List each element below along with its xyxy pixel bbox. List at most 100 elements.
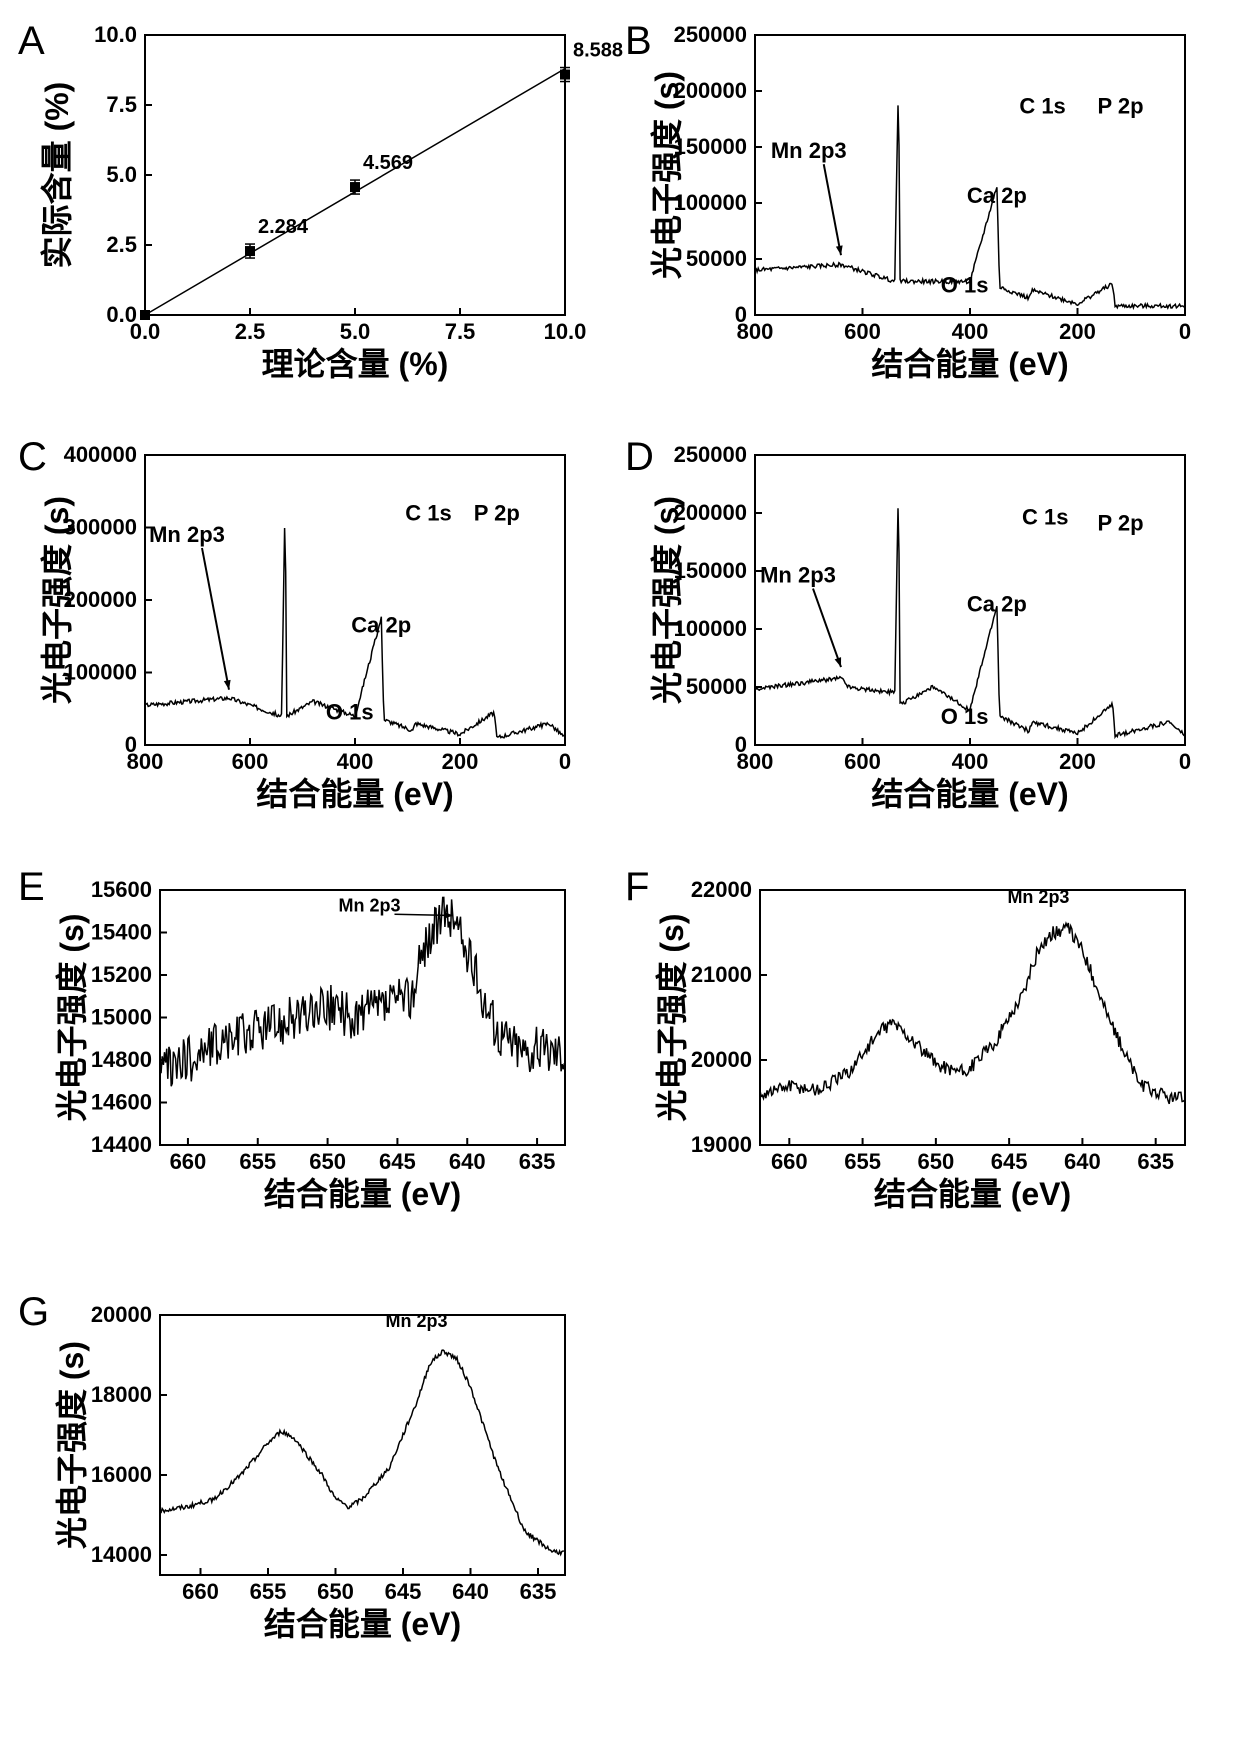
svg-text:C 1s: C 1s: [1022, 505, 1068, 530]
svg-text:16000: 16000: [91, 1462, 152, 1487]
svg-text:15200: 15200: [91, 962, 152, 987]
svg-text:14600: 14600: [91, 1090, 152, 1115]
svg-text:8.588: 8.588: [573, 40, 623, 62]
svg-text:实际含量 (%): 实际含量 (%): [39, 82, 75, 269]
svg-text:660: 660: [771, 1149, 808, 1174]
svg-text:645: 645: [385, 1579, 422, 1604]
svg-text:200: 200: [442, 749, 479, 774]
svg-text:B: B: [625, 19, 652, 63]
svg-text:15000: 15000: [91, 1005, 152, 1030]
svg-text:660: 660: [170, 1149, 207, 1174]
svg-text:7.5: 7.5: [106, 92, 137, 117]
svg-text:645: 645: [991, 1149, 1028, 1174]
svg-text:400000: 400000: [64, 442, 137, 467]
svg-text:0: 0: [735, 302, 747, 327]
svg-text:640: 640: [452, 1579, 489, 1604]
svg-text:645: 645: [379, 1149, 416, 1174]
panel-g: 66065565064564063514000160001800020000结合…: [18, 1290, 565, 1642]
svg-text:光电子强度 (s): 光电子强度 (s): [649, 496, 685, 704]
svg-text:光电子强度 (s): 光电子强度 (s): [654, 913, 690, 1121]
svg-text:10.0: 10.0: [94, 22, 137, 47]
svg-text:635: 635: [519, 1149, 556, 1174]
svg-text:P 2p: P 2p: [1097, 510, 1143, 535]
svg-text:21000: 21000: [691, 962, 752, 987]
svg-text:22000: 22000: [691, 877, 752, 902]
svg-text:结合能量 (eV): 结合能量 (eV): [256, 776, 453, 812]
svg-text:理论含量 (%): 理论含量 (%): [262, 346, 449, 382]
svg-text:50000: 50000: [686, 246, 747, 271]
svg-text:250000: 250000: [674, 22, 747, 47]
svg-text:Ca 2p: Ca 2p: [351, 613, 411, 638]
svg-text:F: F: [625, 865, 649, 909]
svg-text:G: G: [18, 1290, 49, 1334]
svg-text:结合能量 (eV): 结合能量 (eV): [871, 776, 1068, 812]
svg-text:600: 600: [844, 319, 881, 344]
svg-text:0: 0: [559, 749, 571, 774]
svg-text:655: 655: [250, 1579, 287, 1604]
svg-text:650: 650: [918, 1149, 955, 1174]
svg-text:2.5: 2.5: [106, 232, 137, 257]
svg-text:E: E: [18, 865, 45, 909]
svg-text:Mn 2p3: Mn 2p3: [1007, 887, 1069, 907]
svg-text:18000: 18000: [91, 1382, 152, 1407]
panel-c: 80060040020000100000200000300000400000结合…: [18, 435, 571, 812]
svg-text:200: 200: [1059, 749, 1096, 774]
svg-text:A: A: [18, 19, 45, 63]
panel-a: 0.02.55.07.510.00.02.55.07.510.0理论含量 (%)…: [18, 19, 623, 382]
svg-text:400: 400: [337, 749, 374, 774]
svg-text:600: 600: [844, 749, 881, 774]
svg-text:50000: 50000: [686, 674, 747, 699]
svg-text:结合能量 (eV): 结合能量 (eV): [264, 1176, 461, 1212]
svg-text:D: D: [625, 435, 654, 479]
svg-text:15400: 15400: [91, 920, 152, 945]
svg-text:Mn 2p3: Mn 2p3: [385, 1311, 447, 1331]
svg-text:0: 0: [125, 732, 137, 757]
svg-text:2.5: 2.5: [235, 319, 266, 344]
svg-text:Ca 2p: Ca 2p: [967, 592, 1027, 617]
svg-text:结合能量 (eV): 结合能量 (eV): [264, 1606, 461, 1642]
svg-text:20000: 20000: [91, 1302, 152, 1327]
svg-text:光电子强度 (s): 光电子强度 (s): [39, 496, 75, 704]
svg-text:O 1s: O 1s: [941, 273, 989, 298]
svg-text:结合能量 (eV): 结合能量 (eV): [871, 346, 1068, 382]
svg-text:Mn 2p3: Mn 2p3: [760, 563, 836, 588]
svg-text:0: 0: [1179, 749, 1191, 774]
svg-text:C: C: [18, 435, 47, 479]
svg-text:O 1s: O 1s: [326, 700, 374, 725]
svg-text:Mn 2p3: Mn 2p3: [338, 895, 400, 915]
svg-text:C 1s: C 1s: [405, 500, 451, 525]
svg-text:650: 650: [309, 1149, 346, 1174]
svg-text:19000: 19000: [691, 1132, 752, 1157]
svg-text:光电子强度 (s): 光电子强度 (s): [54, 913, 90, 1121]
svg-text:0.0: 0.0: [106, 302, 137, 327]
svg-text:655: 655: [844, 1149, 881, 1174]
svg-text:655: 655: [239, 1149, 276, 1174]
svg-text:2.284: 2.284: [258, 216, 309, 238]
svg-text:640: 640: [1064, 1149, 1101, 1174]
svg-text:600: 600: [232, 749, 269, 774]
svg-text:5.0: 5.0: [340, 319, 371, 344]
svg-text:O 1s: O 1s: [941, 704, 989, 729]
panel-f: 66065565064564063519000200002100022000结合…: [625, 865, 1185, 1212]
svg-text:光电子强度 (s): 光电子强度 (s): [649, 71, 685, 279]
svg-text:14000: 14000: [91, 1542, 152, 1567]
svg-text:200: 200: [1059, 319, 1096, 344]
svg-text:P 2p: P 2p: [1097, 93, 1143, 118]
svg-text:4.569: 4.569: [363, 152, 413, 174]
svg-text:250000: 250000: [674, 442, 747, 467]
panel-d: 8006004002000050000100000150000200000250…: [625, 435, 1191, 812]
panel-b: 8006004002000050000100000150000200000250…: [625, 19, 1191, 382]
svg-text:15600: 15600: [91, 877, 152, 902]
svg-text:400: 400: [952, 319, 989, 344]
svg-text:10.0: 10.0: [544, 319, 587, 344]
svg-text:660: 660: [182, 1579, 219, 1604]
svg-text:20000: 20000: [691, 1047, 752, 1072]
svg-text:光电子强度 (s): 光电子强度 (s): [54, 1341, 90, 1549]
svg-text:Mn 2p3: Mn 2p3: [771, 138, 847, 163]
svg-text:P 2p: P 2p: [474, 500, 520, 525]
svg-text:400: 400: [952, 749, 989, 774]
panel-e: 6606556506456406351440014600148001500015…: [18, 865, 565, 1212]
svg-text:635: 635: [1137, 1149, 1174, 1174]
svg-text:14800: 14800: [91, 1047, 152, 1072]
svg-text:14400: 14400: [91, 1132, 152, 1157]
